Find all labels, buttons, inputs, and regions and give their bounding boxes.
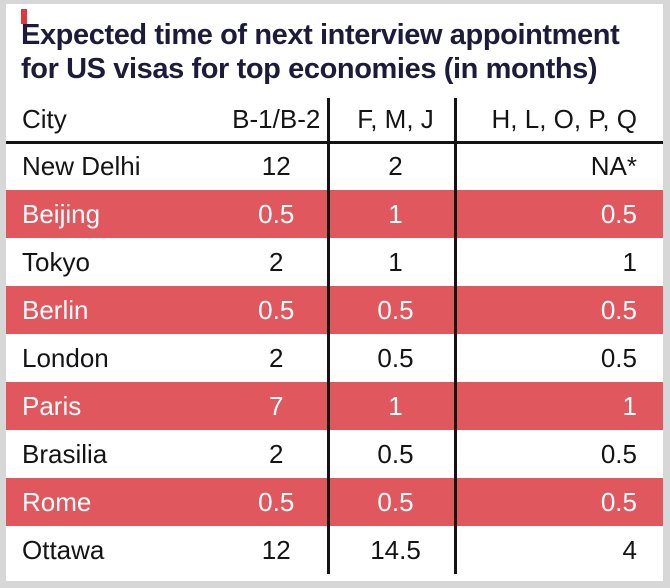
city-cell: Tokyo	[22, 246, 90, 277]
value-cell: 12	[261, 534, 291, 565]
value-cell: 0.5	[453, 334, 663, 382]
value-cell: 14.5	[326, 526, 455, 574]
value-cell: 1	[326, 190, 455, 238]
city-cell: Beijing	[6, 190, 206, 238]
city-cell: Paris	[6, 382, 206, 430]
value-cell: 2	[326, 142, 455, 190]
table-row: Beijing 0.5 1 0.5	[6, 190, 663, 238]
visa-wait-table: City B-1/B-2 F, M, J H, L, O, P, Q New D…	[6, 98, 663, 574]
table-row: London 2 0.5 0.5	[6, 334, 663, 382]
table-body: New Delhi 12 2 NA* Beijing 0.5 1 0.5 Tokyo 2 1 1 Ber…	[6, 142, 663, 574]
header-fmj: F, M, J	[326, 98, 455, 144]
city-cell: Rome	[6, 478, 206, 526]
value-cell: 0.5	[206, 478, 328, 526]
value-cell: NA*	[453, 142, 663, 190]
value-cell: 0.5	[453, 286, 663, 334]
value-cell: 0.5	[326, 430, 455, 478]
value-cell: 7	[206, 382, 328, 430]
red-tick-mark	[21, 9, 27, 24]
header-city: City	[6, 98, 206, 144]
value-cell: 12	[261, 151, 291, 182]
header-hlopq: H, L, O, P, Q	[453, 98, 663, 144]
table-row: New Delhi 12 2 NA*	[6, 142, 663, 190]
value-cell: 0.5	[453, 478, 663, 526]
table-row: Rome 0.5 0.5 0.5	[6, 478, 663, 526]
city-cell: London	[22, 342, 109, 373]
city-cell: Brasilia	[22, 438, 108, 469]
value-cell: 2	[269, 246, 284, 277]
table-row: Tokyo 2 1 1	[6, 238, 663, 286]
value-cell: 0.5	[326, 334, 455, 382]
value-cell: 2	[269, 438, 284, 469]
city-cell: Berlin	[6, 286, 206, 334]
value-cell: 1	[326, 382, 455, 430]
table-row: Ottawa 12 14.5 4	[6, 526, 663, 574]
chart-title: Expected time of next interview appointm…	[6, 4, 663, 86]
city-cell: New Delhi	[22, 151, 141, 182]
value-cell: 0.5	[326, 478, 455, 526]
chart-title-line2: for US visas for top economies (in month…	[21, 53, 598, 85]
table-header-row: City B-1/B-2 F, M, J H, L, O, P, Q	[6, 98, 663, 144]
value-cell: 0.5	[206, 190, 328, 238]
table-row: Paris 7 1 1	[6, 382, 663, 430]
value-cell: 1	[453, 382, 663, 430]
value-cell: 0.5	[326, 286, 455, 334]
table-row: Berlin 0.5 0.5 0.5	[6, 286, 663, 334]
city-cell: Ottawa	[22, 534, 105, 565]
infographic-sheet: Expected time of next interview appointm…	[6, 4, 663, 581]
table-row: Brasilia 2 0.5 0.5	[6, 430, 663, 478]
value-cell: 1	[326, 238, 455, 286]
chart-title-line1: Expected time of next interview appointm…	[21, 19, 620, 51]
value-cell: 0.5	[453, 430, 663, 478]
value-cell: 0.5	[206, 286, 328, 334]
header-b1b2: B-1/B-2	[206, 98, 328, 144]
value-cell: 4	[453, 526, 663, 574]
value-cell: 0.5	[453, 190, 663, 238]
value-cell: 1	[453, 238, 663, 286]
value-cell: 2	[269, 342, 284, 373]
